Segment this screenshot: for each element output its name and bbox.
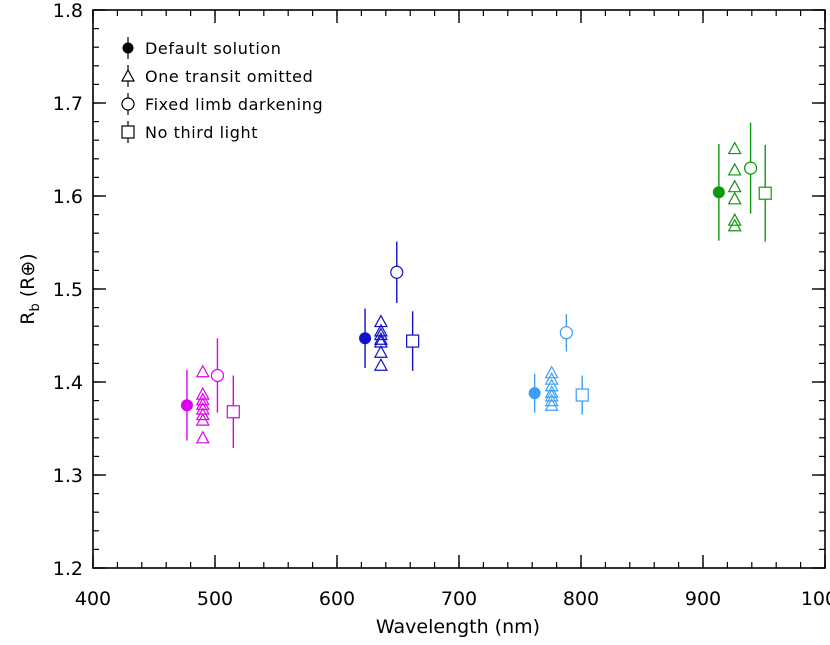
y-tick-label: 1.8 — [53, 0, 83, 22]
no-third-light-point — [406, 334, 420, 348]
one-transit-omitted-point — [544, 384, 559, 398]
x-tick-label: 900 — [685, 588, 721, 610]
no-third-light-point — [575, 388, 589, 402]
one-transit-omitted-point — [373, 327, 388, 341]
one-transit-omitted-point — [544, 397, 559, 411]
legend: Default solution One transit omitted Fixed… — [120, 37, 323, 143]
legend-marker-square — [121, 125, 135, 139]
one-transit-omitted-point — [195, 430, 210, 444]
one-transit-omitted-point — [727, 191, 742, 205]
one-transit-omitted-point — [727, 141, 742, 155]
one-transit-omitted-point — [544, 393, 559, 407]
one-transit-omitted-point — [373, 314, 388, 328]
fixed-limb-darkening-point — [743, 161, 758, 175]
default-solution-point — [359, 332, 372, 345]
x-tick-label: 700 — [441, 588, 477, 610]
legend-marker-circle — [121, 97, 135, 111]
legend-label: One transit omitted — [145, 67, 313, 86]
one-transit-omitted-point — [195, 407, 210, 421]
legend-label: Fixed limb darkening — [145, 95, 323, 114]
legend-marker-triangle — [120, 68, 136, 82]
x-axis-title: Wavelength (nm) — [376, 616, 540, 638]
fixed-limb-darkening-point — [390, 265, 404, 279]
one-transit-omitted-point — [195, 364, 210, 378]
one-transit-omitted-point — [727, 162, 742, 176]
y-tick-label: 1.3 — [53, 465, 83, 487]
one-transit-omitted-point — [195, 412, 210, 426]
no-third-light-point — [226, 405, 240, 419]
y-axis-title: Rb (R⊕) — [17, 253, 43, 324]
legend-marker-filled-circle — [122, 42, 134, 54]
one-transit-omitted-point — [544, 371, 559, 385]
one-transit-omitted-point — [373, 331, 388, 345]
legend-label: Default solution — [145, 39, 282, 58]
one-transit-omitted-point — [195, 392, 210, 406]
y-tick-label: 1.2 — [53, 558, 83, 580]
one-transit-omitted-point — [373, 344, 388, 358]
x-tick-label: 800 — [563, 588, 599, 610]
one-transit-omitted-point — [727, 218, 742, 232]
one-transit-omitted-point — [544, 365, 559, 379]
fixed-limb-darkening-point — [559, 326, 573, 340]
data-layer — [180, 122, 772, 449]
no-third-light-point — [758, 186, 772, 200]
one-transit-omitted-point — [727, 212, 742, 226]
y-tick-label: 1.4 — [53, 372, 83, 394]
default-solution-point — [180, 399, 193, 412]
axes-layer: 400 500 600 700 800 900 1000 1.2 1.3 1.4 1.5 1.6 1.7… — [53, 0, 830, 610]
x-tick-label: 600 — [319, 588, 355, 610]
fixed-limb-darkening-point — [210, 368, 225, 383]
default-solution-point — [528, 387, 541, 400]
y-tick-label: 1.6 — [53, 186, 83, 208]
one-transit-omitted-point — [727, 179, 742, 193]
legend-label: No third light — [145, 123, 258, 142]
y-tick-label: 1.5 — [53, 279, 83, 301]
x-tick-label: 500 — [197, 588, 233, 610]
one-transit-omitted-point — [373, 358, 388, 371]
x-tick-label: 400 — [75, 588, 111, 610]
y-tick-label: 1.7 — [53, 93, 83, 115]
default-solution-point — [712, 186, 725, 199]
x-tick-label: 1000 — [801, 588, 830, 610]
one-transit-omitted-point — [544, 388, 559, 402]
plot-frame — [92, 9, 826, 569]
